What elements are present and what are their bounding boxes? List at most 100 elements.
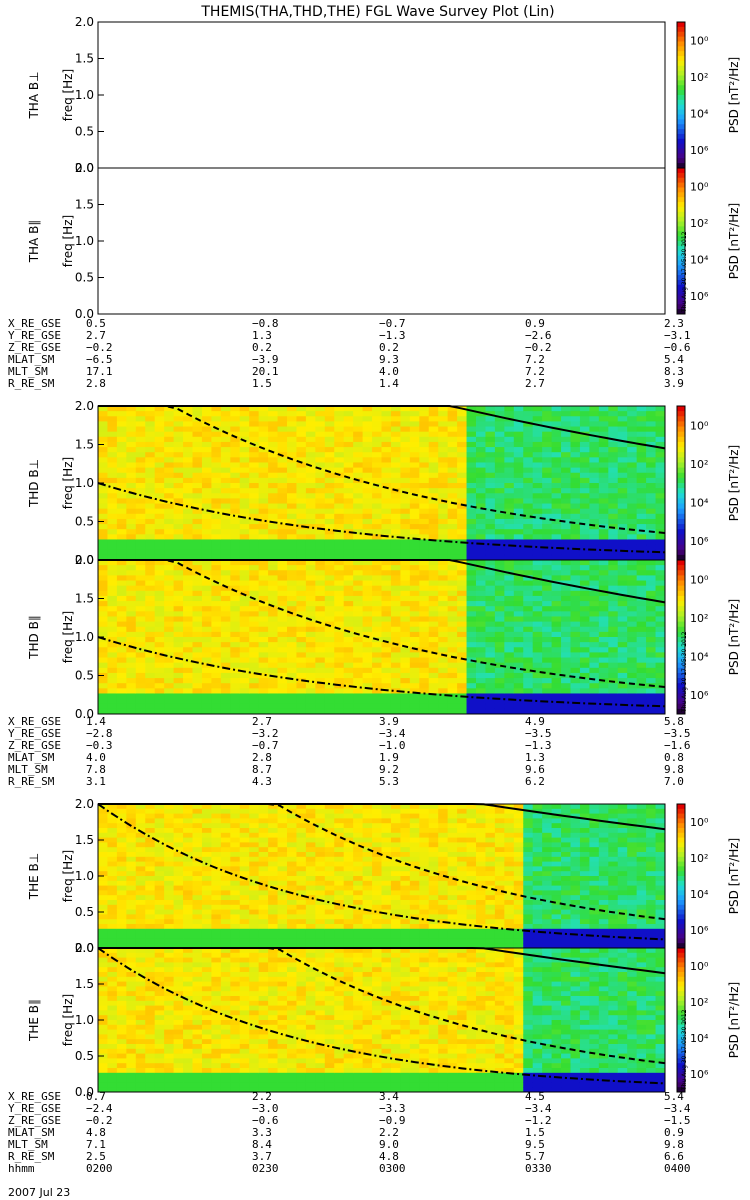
heatmap-cell	[154, 924, 165, 930]
heatmap-cell	[655, 508, 666, 515]
heatmap-cell	[627, 688, 638, 694]
heatmap-cell	[258, 871, 269, 877]
heatmap-cell	[608, 698, 619, 705]
heatmap-cell	[504, 447, 515, 453]
heatmap-cell	[532, 662, 543, 669]
heatmap-cell	[173, 621, 184, 628]
heatmap-cell	[409, 919, 420, 925]
heatmap-cell	[239, 842, 250, 848]
heatmap-cell	[655, 477, 666, 484]
heatmap-cell	[353, 698, 364, 705]
heatmap-cell	[636, 431, 647, 438]
heatmap-cell	[409, 672, 420, 679]
heatmap-cell	[466, 585, 477, 592]
heatmap-cell	[617, 488, 628, 494]
heatmap-cell	[154, 498, 165, 505]
heatmap-cell	[145, 818, 156, 824]
heatmap-cell	[287, 493, 297, 499]
heatmap-cell	[485, 483, 496, 489]
heatmap-cell	[353, 847, 364, 853]
heatmap-cell	[504, 467, 515, 474]
heatmap-cell	[287, 621, 297, 628]
heatmap-cell	[107, 467, 118, 474]
heatmap-cell	[362, 808, 373, 815]
heatmap-cell	[126, 421, 137, 428]
heatmap-cell	[438, 900, 449, 906]
heatmap-cell	[305, 493, 316, 499]
heatmap-cell	[277, 631, 288, 638]
heatmap-cell	[220, 513, 231, 520]
heatmap-cell	[98, 590, 108, 597]
heatmap-cell	[381, 943, 392, 949]
heatmap-cell	[324, 447, 335, 453]
heatmap-cell	[561, 426, 571, 433]
heatmap-cell	[116, 539, 127, 546]
heatmap-cell	[145, 861, 156, 867]
heatmap-cell	[381, 890, 392, 896]
heatmap-cell	[447, 601, 458, 607]
heatmap-cell	[428, 823, 439, 829]
heatmap-cell	[617, 590, 628, 597]
heatmap-cell	[532, 462, 543, 469]
heatmap-cell	[164, 447, 175, 453]
heatmap-cell	[343, 861, 354, 867]
heatmap-cell	[201, 462, 212, 469]
heatmap-cell	[183, 606, 193, 612]
heatmap-cell	[126, 662, 137, 669]
y-tick-label: 1.0	[75, 234, 94, 248]
heatmap-cell	[409, 488, 420, 494]
heatmap-cell	[476, 621, 486, 628]
heatmap-cell	[353, 938, 364, 944]
heatmap-cell	[334, 642, 345, 648]
heatmap-cell	[116, 585, 127, 592]
heatmap-cell	[617, 703, 628, 710]
heatmap-cell	[116, 938, 127, 944]
heatmap-cell	[372, 462, 382, 469]
heatmap-cell	[419, 621, 430, 628]
heatmap-cell	[589, 534, 600, 540]
heatmap-cell	[400, 462, 411, 469]
heatmap-cell	[268, 467, 279, 474]
heatmap-cell	[400, 832, 411, 839]
heatmap-cell	[372, 693, 382, 700]
heatmap-cell	[570, 503, 581, 510]
heatmap-cell	[523, 462, 534, 469]
heatmap-cell	[192, 708, 203, 715]
heatmap-cell	[447, 928, 458, 935]
heatmap-cell	[239, 871, 250, 877]
heatmap-cell	[315, 421, 326, 428]
heatmap-cell	[447, 488, 458, 494]
heatmap-cell	[617, 549, 628, 556]
heatmap-cell	[268, 524, 279, 530]
heatmap-cell	[296, 647, 307, 653]
heatmap-cell	[636, 652, 647, 659]
heatmap-cell	[457, 585, 468, 592]
heatmap-cell	[201, 842, 212, 848]
heatmap-cell	[523, 411, 534, 417]
heatmap-cell	[400, 626, 411, 633]
heatmap-cell	[220, 421, 231, 428]
heatmap-cell	[466, 626, 477, 633]
heatmap-cell	[372, 678, 382, 684]
heatmap-cell	[466, 529, 477, 535]
heatmap-cell	[523, 513, 534, 520]
heatmap-cell	[343, 662, 354, 669]
heatmap-cell	[532, 441, 543, 448]
colorbar-step	[677, 56, 685, 62]
heatmap-cell	[485, 590, 496, 597]
heatmap-cell	[277, 601, 288, 607]
heatmap-cell	[201, 823, 212, 829]
heatmap-cell	[457, 880, 468, 887]
heatmap-cell	[183, 416, 193, 422]
heatmap-cell	[277, 708, 288, 715]
heatmap-cell	[523, 672, 534, 679]
heatmap-cell	[135, 585, 146, 592]
heatmap-cell	[305, 503, 316, 510]
heatmap-cell	[598, 601, 609, 607]
heatmap-cell	[268, 554, 279, 561]
heatmap-cell	[457, 529, 468, 535]
heatmap-cell	[381, 606, 392, 612]
heatmap-cell	[504, 534, 515, 540]
heatmap-cell	[457, 943, 468, 949]
